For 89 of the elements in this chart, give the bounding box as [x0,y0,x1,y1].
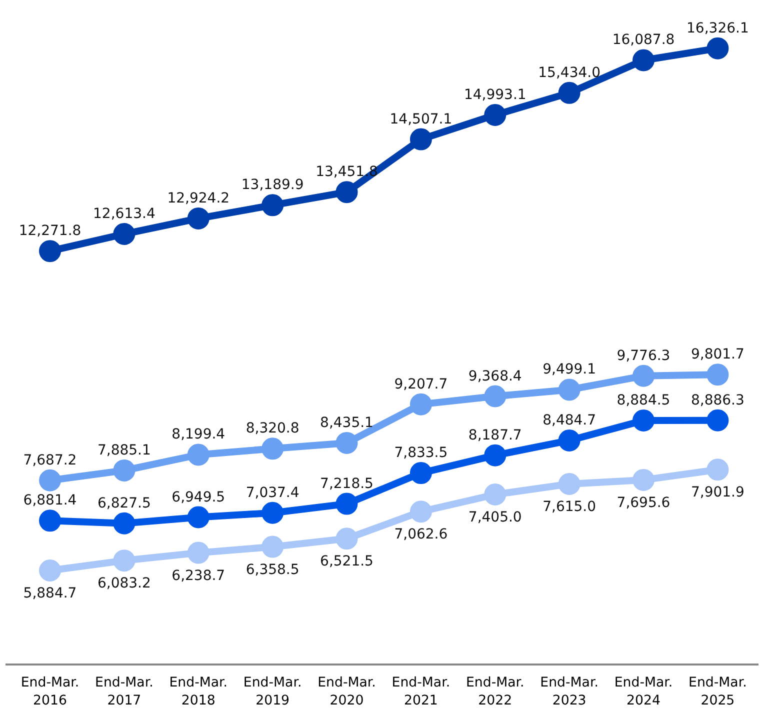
data-label: 13,189.9 [241,177,304,194]
point [410,462,432,484]
point [410,500,432,523]
data-label: 8,886.3 [690,392,744,408]
data-label: 8,435.1 [320,414,374,431]
point [113,512,136,534]
data-label: 7,901.9 [690,484,744,501]
data-label: 6,238.7 [172,568,226,584]
data-label: 12,613.4 [93,206,156,222]
point [484,104,506,126]
point [558,430,580,452]
data-label: 7,062.6 [394,526,448,543]
x-tick-label: End-Mar. 2023 [540,676,598,708]
data-label: 14,507.1 [390,111,452,128]
point [262,438,284,460]
point [336,181,358,204]
point [484,444,506,466]
point [39,510,62,532]
point [410,393,432,416]
data-label: 6,949.5 [172,489,226,506]
point [632,364,655,387]
point [187,542,210,564]
point [558,82,580,104]
data-label: 16,087.8 [612,32,675,48]
x-tick-label: End-Mar. 2017 [95,676,154,708]
x-tick-label: End-Mar. 2021 [392,676,450,708]
point [262,502,284,524]
point [187,444,210,466]
data-label: 9,368.4 [468,368,522,384]
x-tick-label: End-Mar. 2020 [318,676,376,708]
point [706,364,729,386]
x-tick-label: End-Mar. 2022 [466,676,524,708]
data-label: 7,833.5 [394,445,448,462]
data-label: 6,521.5 [320,554,374,570]
data-label: 9,207.7 [394,376,448,392]
data-label: 14,993.1 [464,86,526,103]
point [336,528,358,550]
data-label: 6,827.5 [97,495,151,512]
point [484,385,506,408]
data-label: 8,484.7 [542,412,596,428]
point [558,472,580,495]
data-label: 7,615.0 [542,498,596,515]
x-tick-label: End-Mar. 2019 [243,676,302,708]
point [336,432,358,454]
data-label: 9,499.1 [542,362,596,378]
point [558,378,580,401]
data-label: 5,884.7 [23,586,77,602]
data-label: 8,320.8 [246,420,300,437]
x-tick-label: End-Mar. 2025 [688,676,747,708]
data-label: 7,885.1 [97,442,151,458]
data-label: 7,037.4 [246,484,300,501]
x-tick-label: End-Mar. 2024 [614,676,673,708]
point [706,409,729,432]
point [706,458,729,481]
data-label: 12,271.8 [18,223,82,240]
point [39,560,62,582]
point [113,550,136,572]
point [706,37,729,60]
point [632,49,655,72]
data-label: 12,924.2 [167,190,230,206]
point [39,469,62,492]
point [632,410,655,432]
data-label: 15,434.0 [538,64,600,81]
point [187,506,210,528]
data-label: 7,687.2 [23,452,77,468]
data-label: 8,884.5 [616,392,670,408]
point [632,468,655,491]
data-label: 6,358.5 [246,562,300,578]
point [484,483,506,506]
data-label: 6,881.4 [23,492,77,509]
point [410,128,432,150]
data-label: 9,776.3 [616,348,670,364]
point [113,223,136,245]
data-label: 6,083.2 [97,576,151,592]
point [39,240,62,262]
point [262,536,284,558]
data-label: 16,326.1 [686,20,749,36]
data-label: 7,218.5 [320,476,374,492]
point [113,459,136,482]
data-label: 8,187.7 [468,427,522,444]
point [336,492,358,515]
data-label: 9,801.7 [690,346,744,363]
data-label: 8,199.4 [172,426,226,443]
data-label: 7,405.0 [468,509,522,526]
point [262,194,284,216]
x-tick-label: End-Mar. 2018 [169,676,228,708]
data-label: 7,695.6 [616,494,670,511]
x-tick-label: End-Mar. 2016 [20,676,80,708]
point [187,207,210,230]
